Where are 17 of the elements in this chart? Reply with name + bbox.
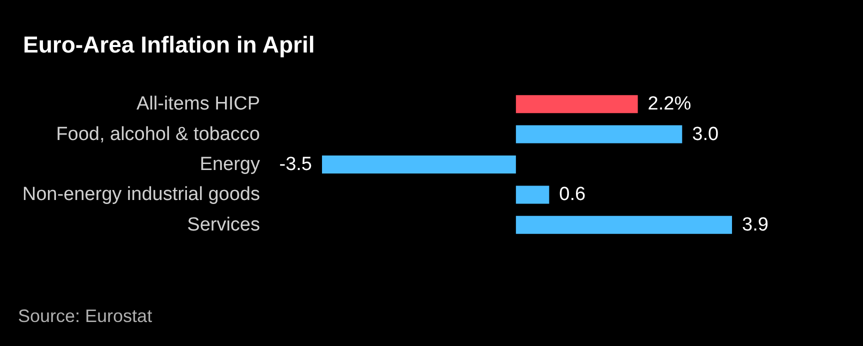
chart-title: Euro-Area Inflation in April [23, 32, 315, 58]
data-label: 3.0 [692, 124, 719, 145]
y-tick-label: Services [187, 214, 260, 236]
data-label: 0.6 [559, 184, 586, 206]
bar [322, 156, 516, 174]
y-tick-label: Non-energy industrial goods [22, 184, 260, 206]
source-note: Source: Eurostat [18, 306, 152, 326]
y-tick-label: All-items HICP [136, 94, 260, 115]
bar [516, 216, 732, 234]
data-label: 2.2% [648, 94, 692, 115]
bar [516, 95, 638, 114]
bar [516, 186, 550, 204]
y-tick-label: Energy [200, 154, 260, 175]
data-label: -3.5 [279, 154, 312, 175]
data-label: 3.9 [742, 214, 768, 236]
bar [516, 125, 682, 144]
y-tick-label: Food, alcohol & tobacco [56, 124, 260, 145]
